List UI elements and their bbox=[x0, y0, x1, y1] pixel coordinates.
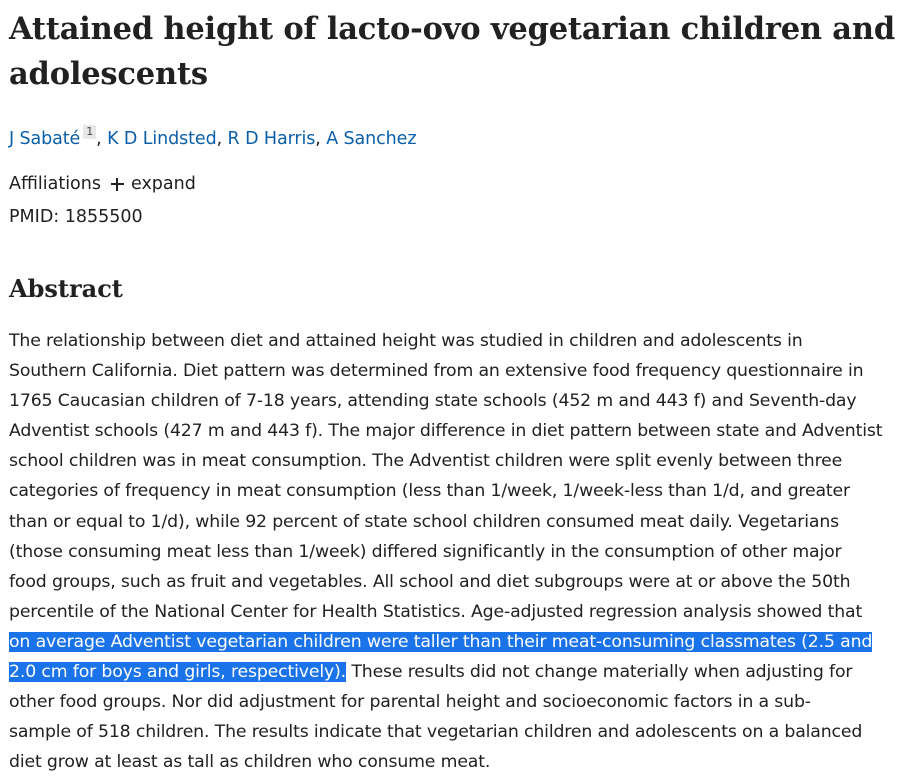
expand-affiliations-button[interactable]: expand bbox=[110, 173, 196, 195]
abstract-line: 2.0 cm for boys and girls, respectively)… bbox=[9, 657, 909, 687]
abstract-line: food groups, such as fruit and vegetable… bbox=[9, 571, 851, 592]
abstract-line: diet grow at least as tall as children w… bbox=[9, 752, 491, 773]
expand-label: expand bbox=[130, 174, 196, 194]
affiliation-ref-badge[interactable]: 1 bbox=[83, 125, 97, 139]
author-link-harris[interactable]: R D Harris bbox=[227, 129, 316, 149]
text-selection-highlight[interactable]: on average Adventist vegetarian children… bbox=[9, 631, 873, 652]
author-link-lindsted[interactable]: K D Lindsted bbox=[107, 129, 217, 149]
abstract-line: 1765 Caucasian children of 7-18 years, a… bbox=[9, 391, 857, 412]
author-link-sanchez[interactable]: A Sanchez bbox=[326, 129, 417, 149]
abstract-line: (those consuming meat less than 1/week) … bbox=[9, 541, 842, 562]
author-list: J Sabaté 1, K D Lindsted, R D Harris, A S… bbox=[9, 125, 909, 151]
abstract-line: than or equal to 1/d), while 92 percent … bbox=[9, 511, 839, 532]
abstract-line: sample of 518 children. The results indi… bbox=[9, 722, 863, 743]
author-separator: , bbox=[96, 129, 108, 149]
abstract-line: Adventist schools (427 m and 443 f). The… bbox=[9, 421, 883, 442]
abstract-line: other food groups. Nor did adjustment fo… bbox=[9, 692, 811, 713]
author-link-sabate[interactable]: J Sabaté bbox=[9, 129, 81, 149]
affiliations-row: Affiliations expand bbox=[9, 173, 909, 195]
abstract-heading: Abstract bbox=[9, 274, 123, 303]
abstract-line: The relationship between diet and attain… bbox=[9, 331, 803, 351]
pmid: PMID: 1855500 bbox=[9, 207, 143, 227]
author-separator: , bbox=[216, 129, 228, 149]
abstract-line: Southern California. Diet pattern was de… bbox=[9, 361, 864, 382]
affiliations-label: Affiliations bbox=[9, 174, 101, 194]
abstract-text-after-selection: These results did not change materially … bbox=[346, 662, 853, 683]
text-selection-highlight[interactable]: 2.0 cm for boys and girls, respectively)… bbox=[9, 662, 347, 683]
author-separator: , bbox=[315, 129, 327, 149]
abstract-line: categories of frequency in meat consumpt… bbox=[9, 481, 850, 502]
abstract-body: The relationship between diet and attain… bbox=[9, 326, 909, 777]
abstract-line: on average Adventist vegetarian children… bbox=[9, 627, 909, 657]
abstract-line: percentile of the National Center for He… bbox=[9, 601, 863, 622]
article-title: Attained height of lacto-ovo vegetarian … bbox=[9, 11, 895, 92]
plus-icon bbox=[110, 177, 124, 191]
article-page: Attained height of lacto-ovo vegetarian … bbox=[9, 0, 909, 777]
abstract-line: school children was in meat consumption.… bbox=[9, 451, 843, 472]
